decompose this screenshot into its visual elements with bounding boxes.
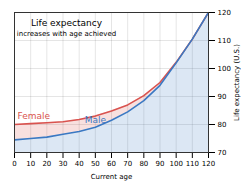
- svg-text:70: 70: [123, 160, 132, 168]
- svg-text:100: 100: [169, 160, 182, 168]
- svg-text:60: 60: [107, 160, 116, 168]
- svg-text:90: 90: [218, 93, 227, 101]
- svg-text:20: 20: [42, 160, 51, 168]
- svg-text:100: 100: [218, 65, 231, 73]
- svg-text:0: 0: [12, 160, 16, 168]
- svg-text:110: 110: [186, 160, 199, 168]
- svg-text:120: 120: [202, 160, 215, 168]
- svg-text:Life expectancy: Life expectancy: [31, 18, 103, 28]
- svg-text:90: 90: [156, 160, 165, 168]
- svg-text:50: 50: [91, 160, 100, 168]
- svg-text:70: 70: [218, 149, 227, 157]
- svg-text:increases with age achieved: increases with age achieved: [17, 30, 116, 38]
- svg-text:110: 110: [218, 37, 231, 45]
- svg-text:10: 10: [26, 160, 35, 168]
- svg-text:40: 40: [75, 160, 84, 168]
- svg-text:Female: Female: [18, 111, 51, 121]
- svg-text:80: 80: [139, 160, 148, 168]
- svg-text:120: 120: [218, 9, 231, 17]
- svg-text:80: 80: [218, 121, 227, 129]
- svg-text:Life expectancy (U.S.): Life expectancy (U.S.): [233, 44, 241, 121]
- svg-text:Male: Male: [85, 115, 107, 125]
- svg-text:Current age: Current age: [91, 173, 133, 181]
- svg-text:30: 30: [59, 160, 68, 168]
